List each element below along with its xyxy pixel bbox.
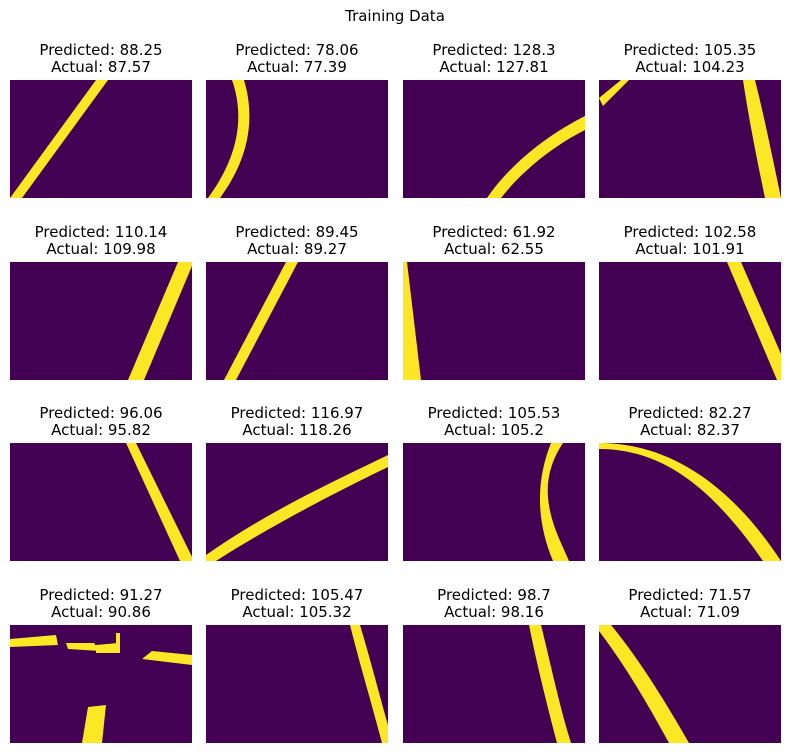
panel: Predicted: 71.57 Actual: 71.09 [599,586,781,743]
panel-predicted-label: Predicted: 61.92 [432,223,556,241]
panel-actual-label: Actual: 109.98 [46,240,156,258]
panel-predicted-label: Predicted: 91.27 [39,586,163,604]
stroke-shape [126,443,192,561]
panel-actual-label: Actual: 105.32 [242,603,352,621]
panel: Predicted: 88.25 Actual: 87.57 [10,41,192,198]
stroke-shape [403,262,421,380]
panel: Predicted: 128.3 Actual: 127.81 [403,41,585,198]
panel: Predicted: 91.27 Actual: 90.86 [10,586,192,743]
panel-actual-label: Actual: 82.37 [640,421,740,439]
panel-predicted-label: Predicted: 89.45 [235,223,359,241]
panel-actual-label: Actual: 98.16 [444,603,544,621]
panel-image [206,80,388,198]
panel: Predicted: 98.7 Actual: 98.16 [403,586,585,743]
stroke-shape [599,443,781,561]
panel-actual-label: Actual: 95.82 [51,421,151,439]
stroke-shape [224,262,298,380]
panel-actual-label: Actual: 127.81 [439,58,549,76]
panel-actual-label: Actual: 90.86 [51,603,151,621]
panel: Predicted: 96.06 Actual: 95.82 [10,404,192,561]
panel-predicted-label: Predicted: 105.53 [427,404,561,422]
panel-actual-label: Actual: 104.23 [635,58,745,76]
panel-image [599,443,781,561]
panel: Predicted: 105.47 Actual: 105.32 [206,586,388,743]
stroke-shape [487,116,585,198]
panel-predicted-label: Predicted: 96.06 [39,404,163,422]
panel-image [599,625,781,743]
panel-predicted-label: Predicted: 71.57 [628,586,752,604]
panel-actual-label: Actual: 71.09 [640,603,740,621]
panel-predicted-label: Predicted: 88.25 [39,41,163,59]
panel-predicted-label: Predicted: 82.27 [628,404,752,422]
panel: Predicted: 110.14 Actual: 109.98 [10,223,192,380]
panel-image [403,262,585,380]
panel-image [206,625,388,743]
panel-image [10,262,192,380]
stroke-shape [10,80,108,198]
stroke-shape [539,443,569,561]
panel-image [403,80,585,198]
figure-title: Training Data [345,7,445,25]
panel-image [10,625,192,743]
panel-image [10,80,192,198]
panel-actual-label: Actual: 62.55 [444,240,544,258]
panel-predicted-label: Predicted: 105.47 [230,586,364,604]
panel: Predicted: 116.97 Actual: 118.26 [206,404,388,561]
panel: Predicted: 89.45 Actual: 89.27 [206,223,388,380]
panel-image [599,262,781,380]
panel-actual-label: Actual: 101.91 [635,240,745,258]
panel: Predicted: 105.35 Actual: 104.23 [599,41,781,198]
panel-image [206,262,388,380]
stroke-shape [10,633,192,743]
stroke-shape [208,80,250,198]
panel-actual-label: Actual: 118.26 [242,421,352,439]
panel-predicted-label: Predicted: 78.06 [235,41,359,59]
stroke-shape [128,262,192,380]
panel: Predicted: 78.06 Actual: 77.39 [206,41,388,198]
panel-image [206,443,388,561]
panel-predicted-label: Predicted: 128.3 [432,41,556,59]
stroke-shape [727,262,781,380]
stroke-shape [599,625,689,743]
panel: Predicted: 105.53 Actual: 105.2 [403,404,585,561]
panel-predicted-label: Predicted: 105.35 [623,41,757,59]
panel-image [10,443,192,561]
panel-actual-label: Actual: 105.2 [444,421,544,439]
panel-image [599,80,781,198]
panel-actual-label: Actual: 87.57 [51,58,151,76]
panel-image [403,625,585,743]
panel-predicted-label: Predicted: 102.58 [623,223,757,241]
panel-predicted-label: Predicted: 110.14 [34,223,168,241]
stroke-shape [599,80,781,198]
panel: Predicted: 102.58 Actual: 101.91 [599,223,781,380]
stroke-shape [350,625,388,743]
stroke-shape [206,455,388,561]
panel-predicted-label: Predicted: 116.97 [230,404,364,422]
panel-predicted-label: Predicted: 98.7 [437,586,551,604]
panel: Predicted: 82.27 Actual: 82.37 [599,404,781,561]
panel-actual-label: Actual: 77.39 [247,58,347,76]
panel-actual-label: Actual: 89.27 [247,240,347,258]
panel-image [403,443,585,561]
panel: Predicted: 61.92 Actual: 62.55 [403,223,585,380]
stroke-shape [529,625,571,743]
